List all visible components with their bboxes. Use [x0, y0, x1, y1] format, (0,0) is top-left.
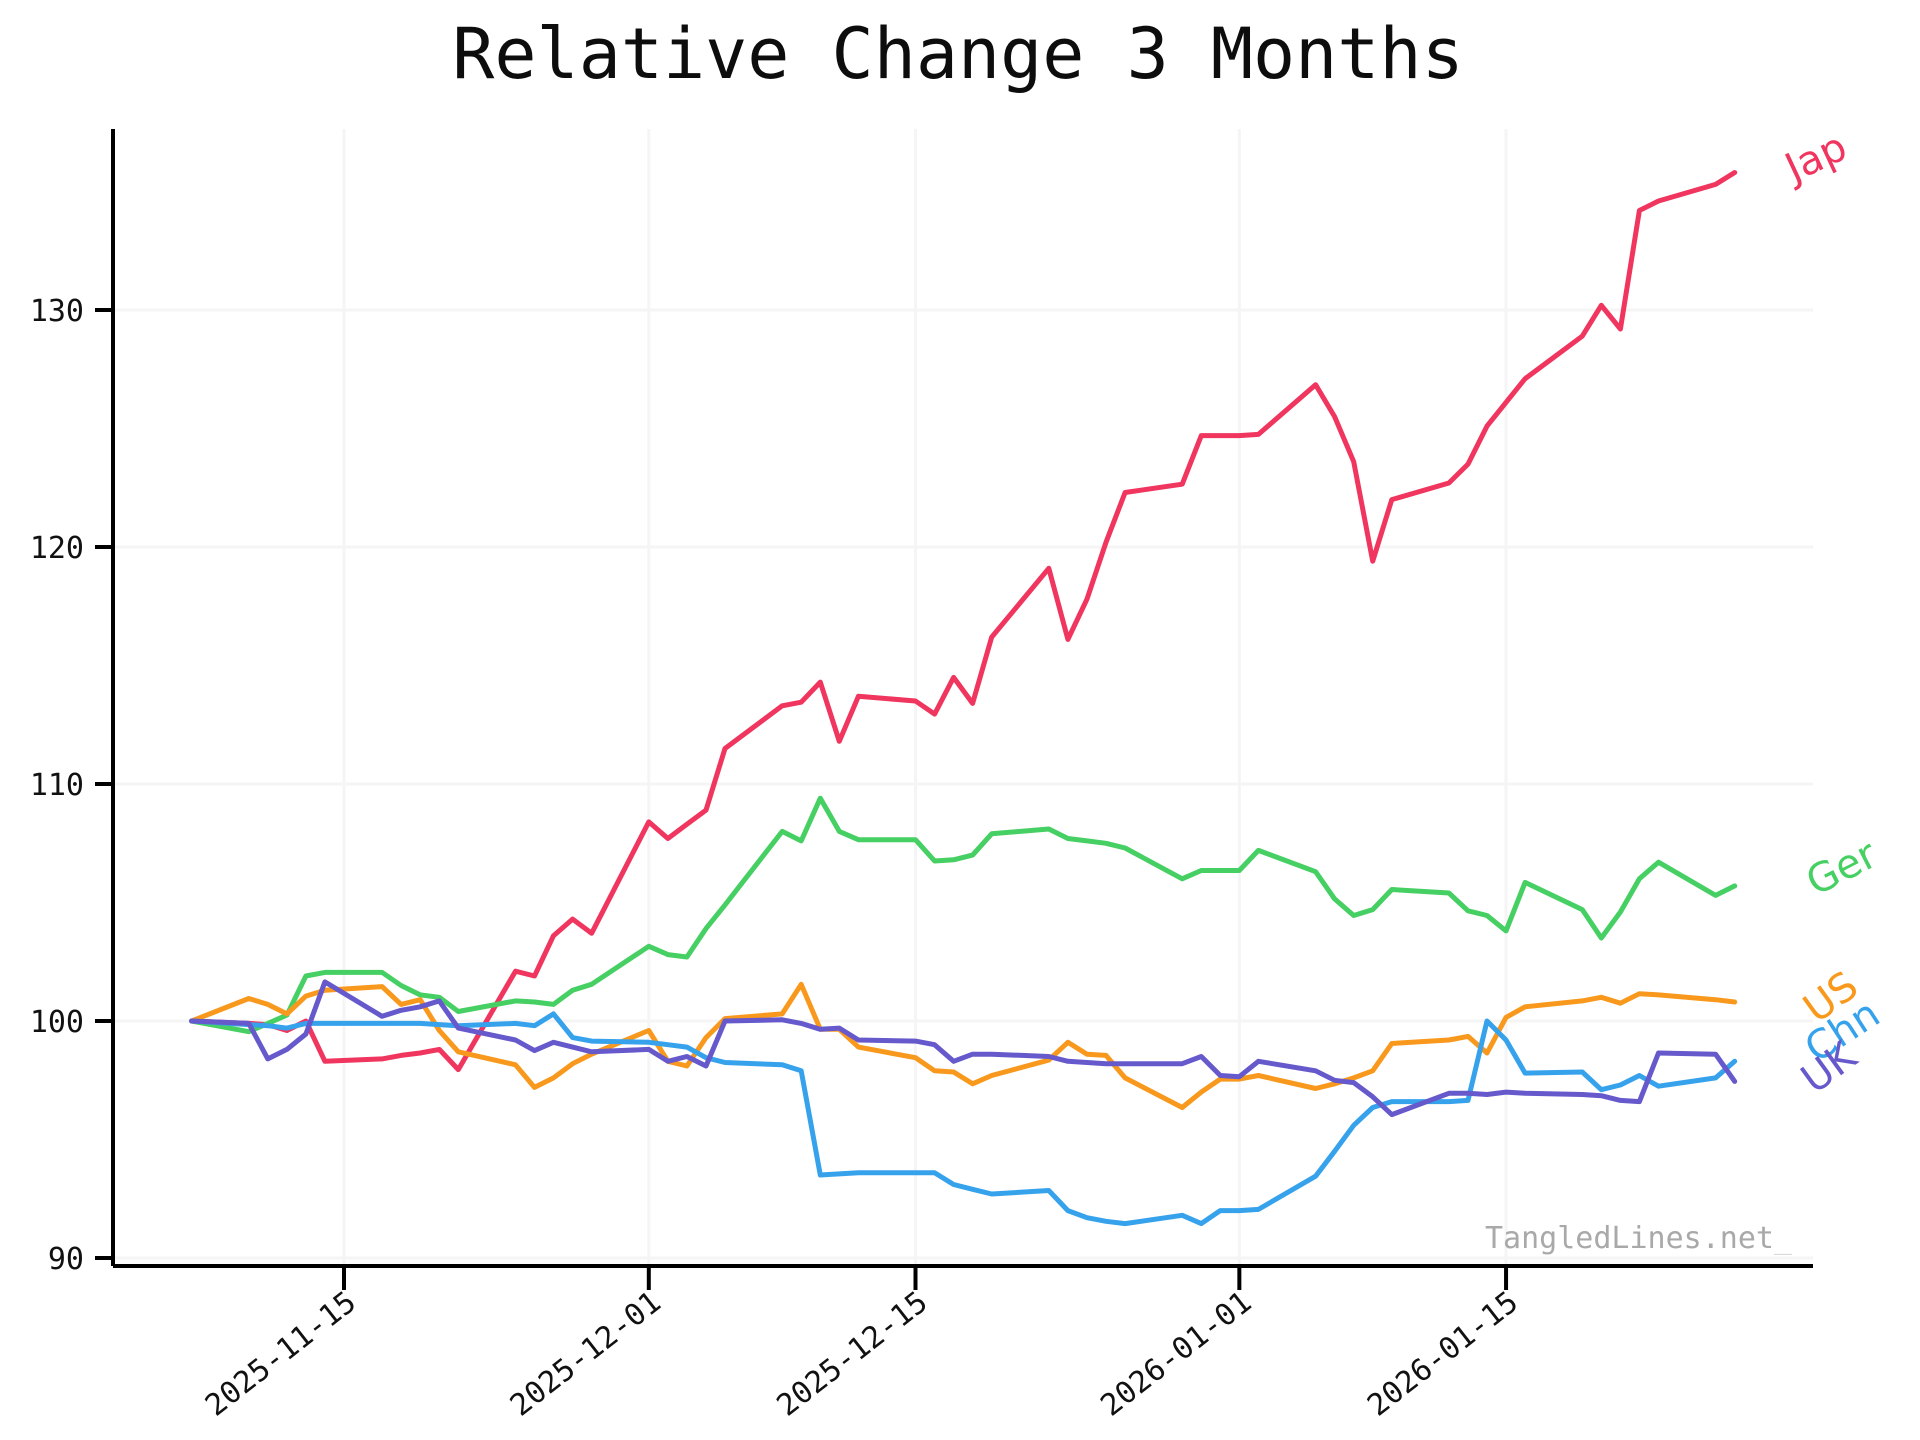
- watermark-cursor: _: [1774, 1221, 1793, 1256]
- series-label-Jap: Jap: [1776, 124, 1854, 193]
- series-label-Ger: Ger: [1799, 831, 1885, 905]
- x-tick-label: 2025-12-01: [504, 1285, 668, 1424]
- x-tick-label: 2025-12-15: [771, 1285, 935, 1424]
- chart-title: Relative Change 3 Months: [452, 13, 1463, 95]
- series-lines: [189, 170, 1738, 1227]
- y-tick-label: 130: [30, 294, 84, 329]
- x-tick-label: 2026-01-15: [1361, 1285, 1525, 1424]
- y-tick-label: 100: [30, 1005, 84, 1040]
- series-line-UK: [189, 979, 1738, 1118]
- series-line-US: [189, 981, 1738, 1110]
- watermark: TangledLines.net_: [1485, 1221, 1793, 1256]
- series-line-Jap: [189, 170, 1738, 1073]
- x-tick-label: 2026-01-01: [1094, 1285, 1258, 1424]
- y-tick-label: 120: [30, 531, 84, 566]
- series-line-Ger: [189, 795, 1738, 1035]
- x-tick-label: 2025-11-15: [199, 1285, 363, 1424]
- watermark-text: TangledLines.net: [1485, 1221, 1774, 1256]
- y-tick-label: 90: [48, 1242, 84, 1277]
- y-tick-label: 110: [30, 768, 84, 803]
- series-line-Chn: [189, 1011, 1738, 1227]
